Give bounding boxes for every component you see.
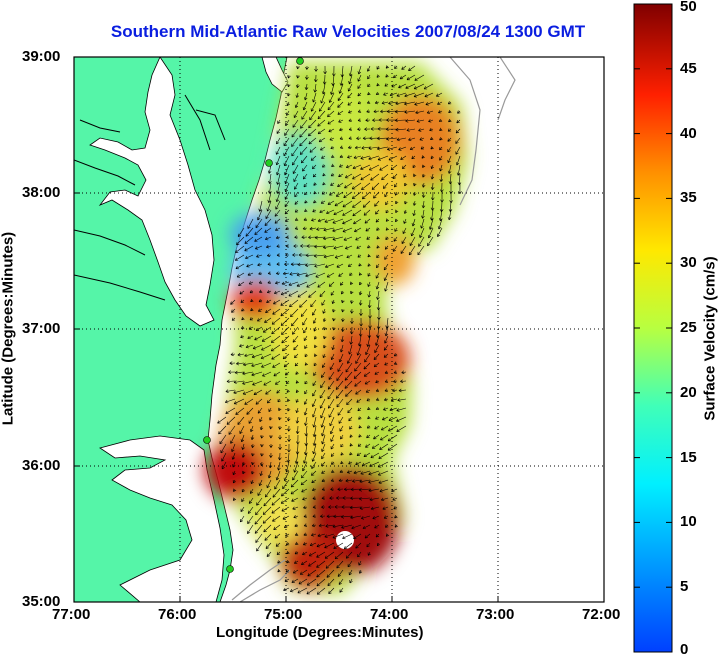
colorbar-tick-label: 50 — [680, 0, 697, 15]
colorbar-tick-label: 20 — [680, 383, 697, 401]
x-axis-label: Longitude (Degrees:Minutes) — [216, 624, 424, 641]
colorbar-tick-label: 5 — [680, 578, 689, 596]
colorbar-scale — [633, 3, 673, 653]
y-tick-label: 35:00 — [22, 593, 61, 610]
radar-stations — [203, 57, 304, 573]
plot-title: Southern Mid-Atlantic Raw Velocities 200… — [110, 22, 586, 41]
x-tick-label: 72:00 — [582, 606, 621, 623]
colorbar-label: Surface Velocity (cm/s) — [701, 256, 719, 421]
chesapeake-bay — [89, 57, 215, 327]
river — [74, 94, 226, 301]
radar-station — [226, 565, 234, 573]
x-tick-label: 77:00 — [52, 606, 91, 623]
pamlico-sound — [99, 435, 225, 602]
x-tick-label: 75:00 — [264, 606, 303, 623]
axis-ticks — [74, 192, 499, 602]
y-tick-label: 36:00 — [22, 457, 61, 474]
x-tick-label: 76:00 — [158, 606, 197, 623]
y-tick-label: 39:00 — [22, 48, 61, 65]
colorbar-tick-label: 35 — [680, 189, 697, 207]
colorbar-tick-label: 10 — [680, 513, 697, 531]
y-tick-label: 37:00 — [22, 320, 61, 337]
velocity-arrow-field — [217, 65, 462, 595]
x-tick-label: 73:00 — [476, 606, 515, 623]
velocity-arrows — [217, 65, 462, 595]
colorbar-ticks — [634, 3, 672, 653]
x-tick-label: 74:00 — [370, 606, 409, 623]
colorbar-tick-label: 30 — [680, 254, 697, 272]
grid-lines — [74, 57, 604, 602]
radar-station — [203, 436, 211, 444]
radar-station — [265, 159, 273, 167]
colorbar-tick-label: 45 — [680, 59, 697, 77]
colorbar-tick-label: 40 — [680, 124, 697, 142]
colorbar-tick-label: 0 — [680, 641, 689, 658]
bathymetry-contours — [231, 57, 516, 602]
colorbar-tick-label: 15 — [680, 448, 697, 466]
y-tick-label: 38:00 — [22, 184, 61, 201]
colorbar-tick-label: 25 — [680, 319, 697, 336]
delaware-bay — [261, 57, 289, 93]
